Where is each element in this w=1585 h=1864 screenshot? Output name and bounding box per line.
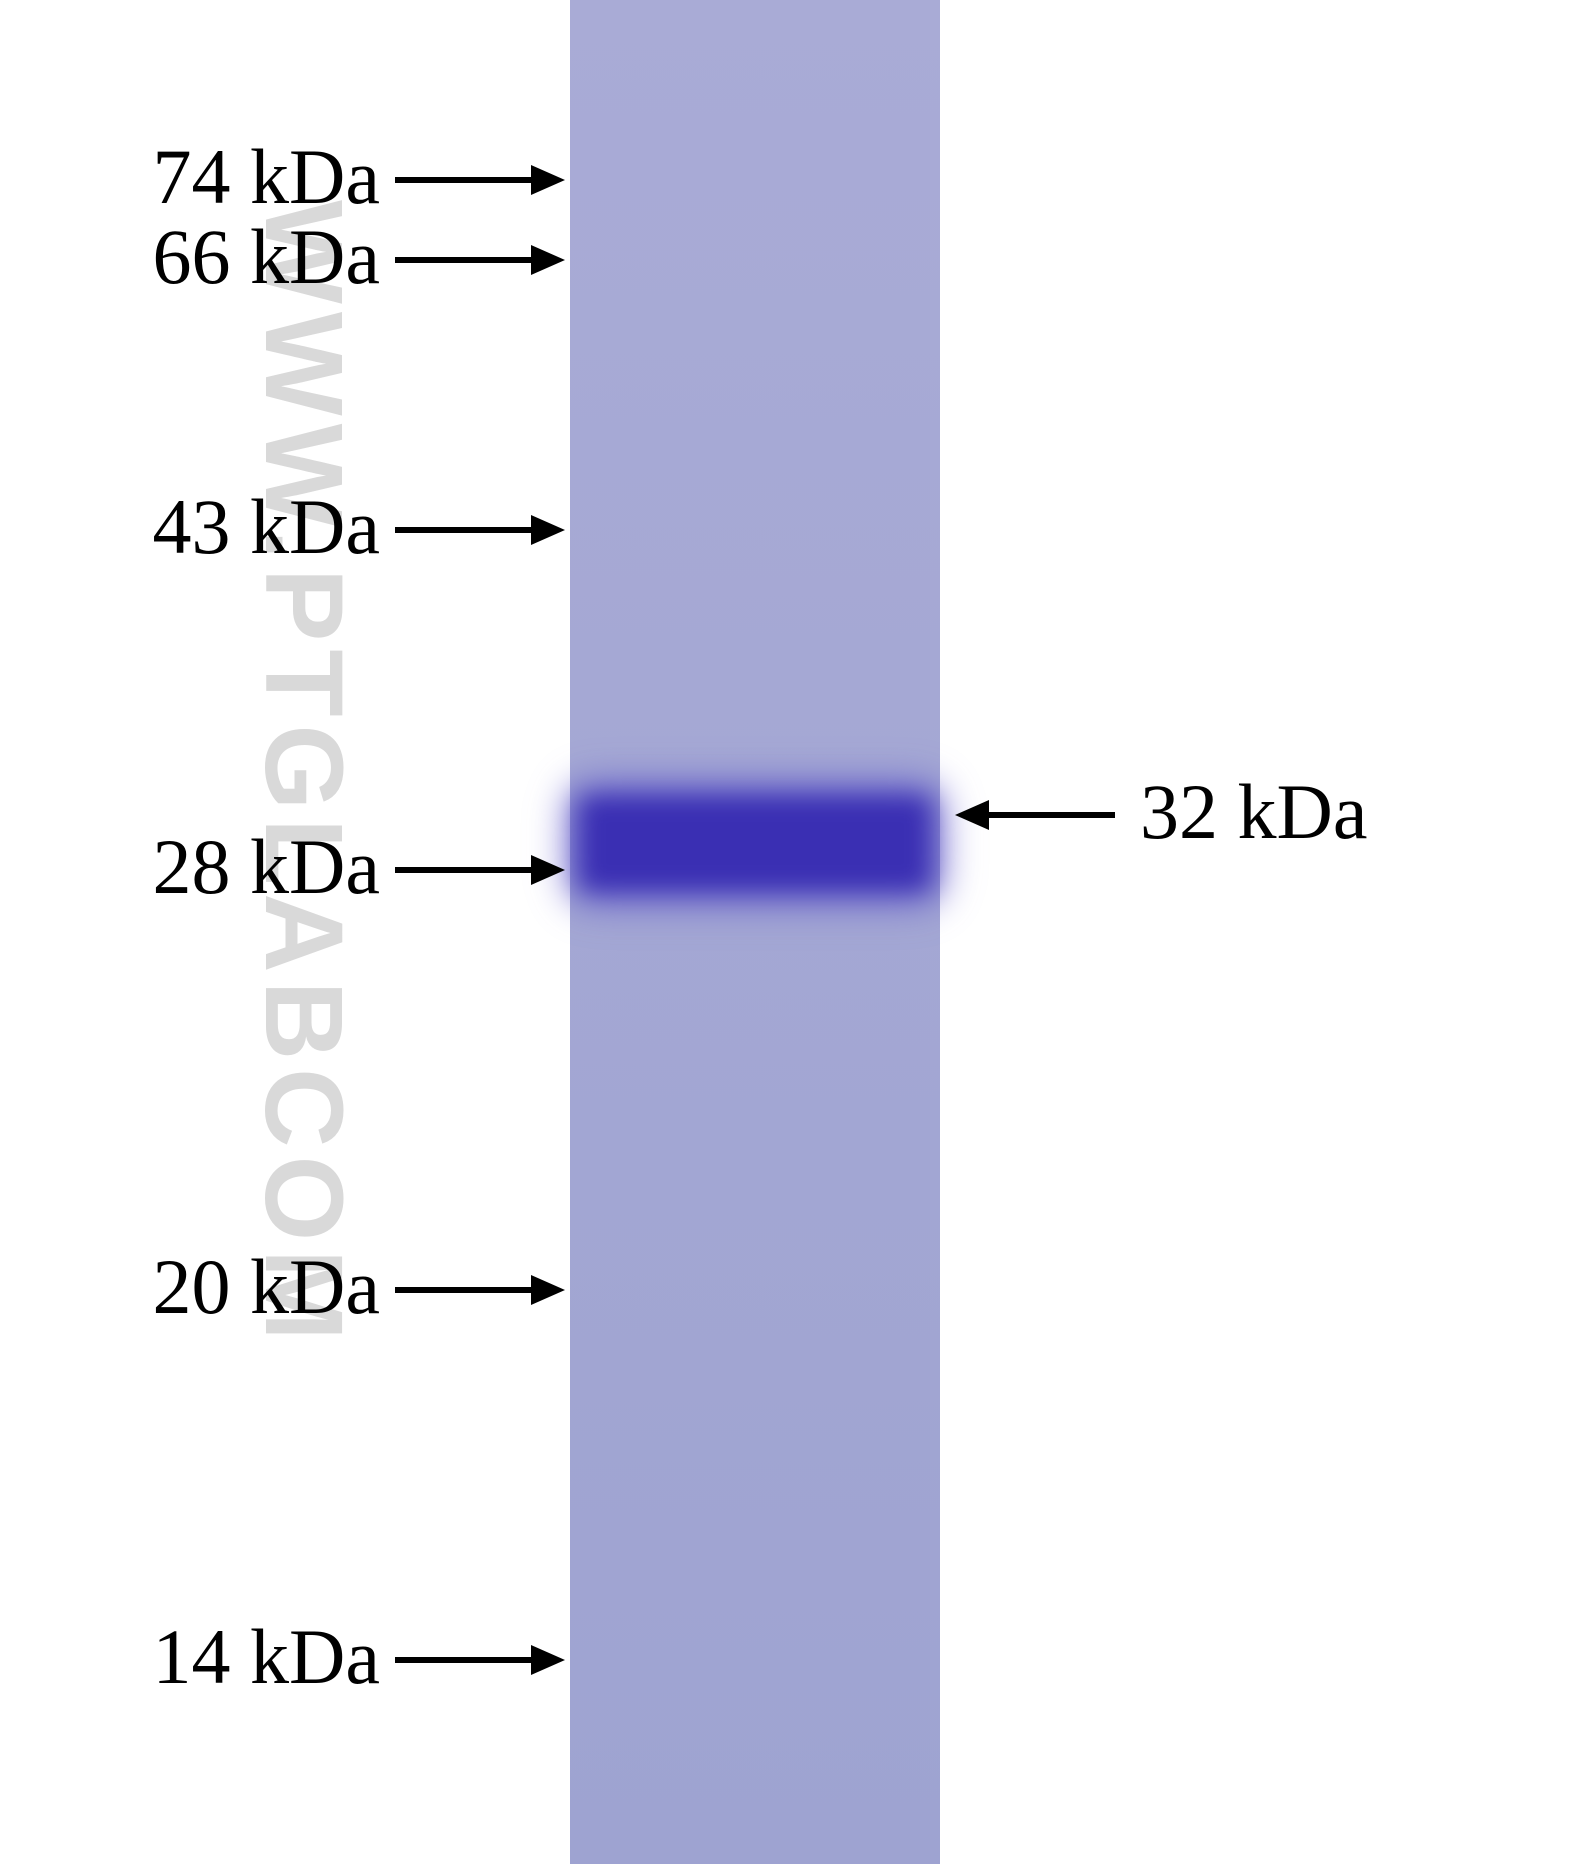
marker-label: 43 kDa <box>153 482 380 572</box>
marker-label: 66 kDa <box>153 212 380 302</box>
marker-arrow-head <box>531 165 565 195</box>
target-label: 32 kDa <box>1140 767 1367 857</box>
marker-arrow-line <box>395 1287 531 1293</box>
marker-arrow-head <box>531 855 565 885</box>
protein-band <box>580 796 930 891</box>
target-arrow-line <box>989 812 1115 818</box>
marker-arrow-head <box>531 1275 565 1305</box>
marker-arrow-line <box>395 867 531 873</box>
marker-arrow-head <box>531 515 565 545</box>
marker-label: 20 kDa <box>153 1242 380 1332</box>
gel-figure-canvas: WWW.PTGLABCOM74 kDa66 kDa 43 kDa 28 kDa 20 … <box>0 0 1585 1864</box>
target-arrow-head <box>955 800 989 830</box>
watermark-text: WWW.PTGLABCOM <box>240 200 367 1349</box>
marker-arrow-line <box>395 527 531 533</box>
marker-arrow-head <box>531 245 565 275</box>
marker-arrow-line <box>395 177 531 183</box>
marker-arrow-line <box>395 257 531 263</box>
marker-label: 14 kDa <box>153 1612 380 1702</box>
gel-lane <box>570 0 940 1864</box>
marker-label: 28 kDa <box>153 822 380 912</box>
marker-arrow-head <box>531 1645 565 1675</box>
marker-label: 74 kDa <box>153 132 380 222</box>
marker-arrow-line <box>395 1657 531 1663</box>
